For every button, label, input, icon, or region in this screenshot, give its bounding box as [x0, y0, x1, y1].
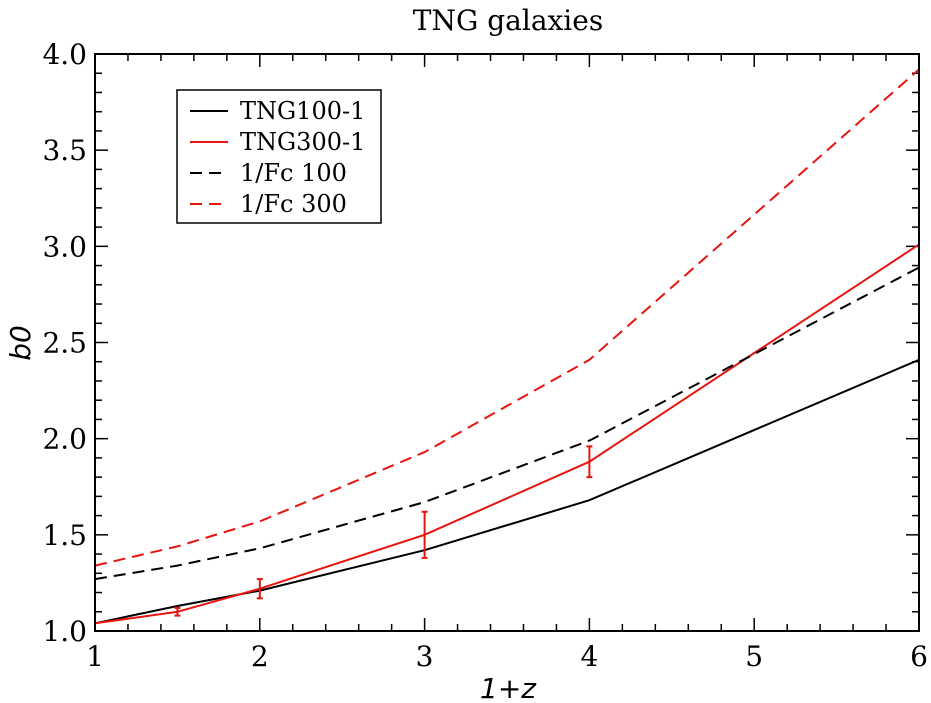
chart-title: TNG galaxies [413, 4, 603, 37]
series-line-tng100-1 [94, 358, 920, 625]
series-group [94, 68, 920, 625]
y-tick-label: 2.5 [42, 327, 87, 360]
series-line-1-fc-100 [94, 266, 920, 581]
y-tick-label: 2.0 [42, 423, 87, 456]
legend-label: 1/Fc 100 [240, 159, 347, 187]
legend-label: TNG100-1 [240, 97, 365, 125]
y-axis-label: b0 [4, 325, 37, 361]
x-tick-label: 4 [580, 640, 598, 673]
legend-label: TNG300-1 [240, 128, 365, 156]
x-axis-label: 1+z [480, 672, 537, 703]
y-tick-label: 3.5 [42, 134, 87, 167]
plot-frame [94, 53, 920, 632]
y-tick-label: 1.5 [42, 519, 87, 552]
legend-label: 1/Fc 300 [240, 190, 347, 218]
legend: TNG100-1 TNG300-1 1/Fc 100 1/Fc 300 [176, 89, 382, 224]
y-tick-label: 1.0 [42, 615, 87, 648]
x-tick-label: 2 [251, 640, 269, 673]
x-tick-label: 6 [910, 640, 928, 673]
y-tick-label: 3.0 [42, 230, 87, 263]
legend-box [176, 89, 382, 224]
series-line-1-fc-300 [94, 68, 920, 567]
x-tick-label: 5 [745, 640, 763, 673]
series-line-tng300-1 [94, 243, 920, 625]
x-tick-label: 1 [86, 640, 104, 673]
x-tick-label: 3 [416, 640, 434, 673]
axis-ticks [94, 53, 920, 632]
y-tick-label: 4.0 [42, 38, 87, 71]
tick-labels: 1 2 3 4 5 6 1.0 1.5 2.0 2.5 3.0 3.5 4.0 [42, 38, 927, 673]
